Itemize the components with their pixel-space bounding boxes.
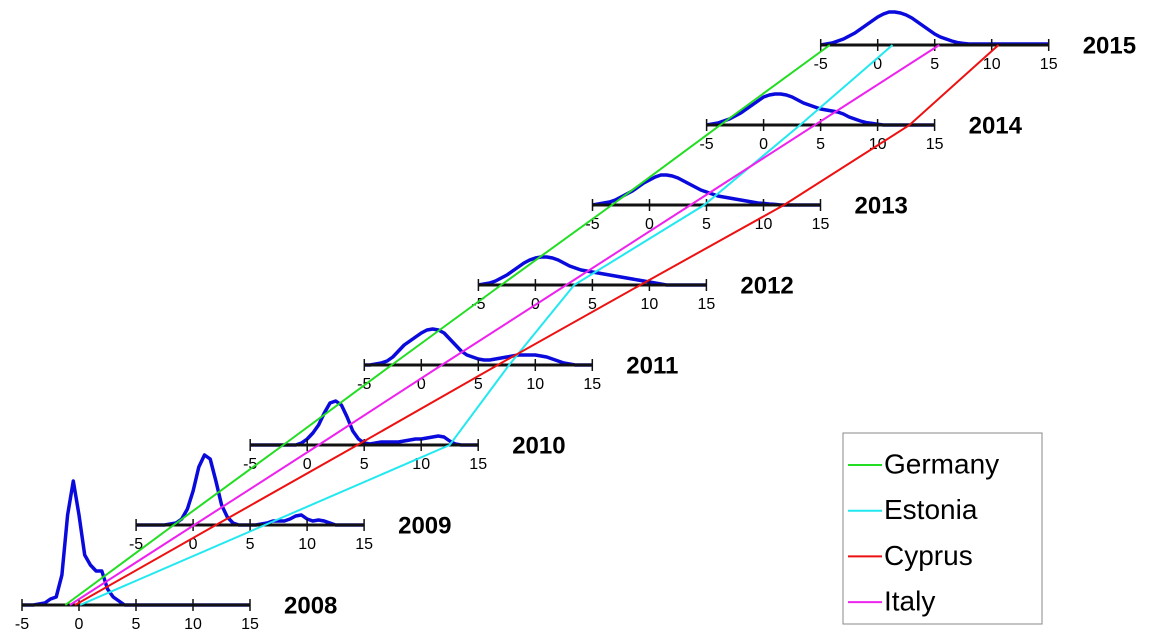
x-tick-label: 10 [184,616,202,633]
x-tick-label: -5 [471,296,485,313]
year-label: 2013 [855,192,908,219]
density-curve [250,399,479,447]
x-tick-label: 5 [930,56,939,73]
x-tick-label: 10 [526,376,544,393]
x-tick-label: 15 [583,376,601,393]
x-tick-label: 15 [926,136,944,153]
x-tick-label: 10 [298,536,316,553]
x-tick-label: 15 [469,456,487,473]
x-tick-label: 0 [645,216,654,233]
year-label: 2014 [969,112,1023,139]
x-tick-label: 10 [641,296,659,313]
x-tick-label: 15 [241,616,259,633]
x-tick-label: 5 [132,616,141,633]
year-label: 2010 [512,432,565,459]
legend-label: Germany [884,448,999,479]
x-tick-label: 10 [983,56,1001,73]
x-tick-label: -5 [814,56,828,73]
panel: -5 0 5 10 15 2009 [129,453,451,553]
x-tick-label: 15 [698,296,716,313]
legend-label: Cyprus [884,540,973,571]
legend-label: Italy [884,585,935,616]
panel: -5 0 5 10 15 2008 [15,479,337,633]
x-tick-label: 5 [246,536,255,553]
x-tick-label: 10 [412,456,430,473]
x-tick-label: 5 [816,136,825,153]
year-label: 2015 [1083,32,1136,59]
legend-label: Estonia [884,494,978,525]
panel: -5 0 5 10 15 2015 [814,10,1136,73]
year-label: 2009 [398,512,451,539]
x-tick-label: 5 [360,456,369,473]
x-tick-label: 15 [812,216,830,233]
country-line [74,44,1000,606]
x-tick-label: 15 [355,536,373,553]
country-line [69,44,940,606]
x-tick-label: 0 [75,616,84,633]
x-tick-label: 0 [303,456,312,473]
country-line [64,44,831,606]
x-tick-label: 0 [417,376,426,393]
x-tick-label: 0 [759,136,768,153]
x-tick-label: -5 [129,536,143,553]
year-label: 2011 [626,352,678,379]
x-tick-label: -5 [699,136,713,153]
year-label: 2008 [284,592,337,619]
x-tick-label: 5 [588,296,597,313]
x-tick-label: 10 [755,216,773,233]
panel: -5 0 5 10 15 2010 [243,399,566,473]
country-line [79,44,894,606]
x-tick-label: -5 [243,456,257,473]
year-label: 2012 [740,272,793,299]
x-tick-label: -5 [15,616,29,633]
x-tick-label: 5 [702,216,711,233]
x-tick-label: 0 [873,56,882,73]
x-tick-label: 0 [189,536,198,553]
x-tick-label: 15 [1040,56,1058,73]
x-tick-label: 5 [474,376,483,393]
